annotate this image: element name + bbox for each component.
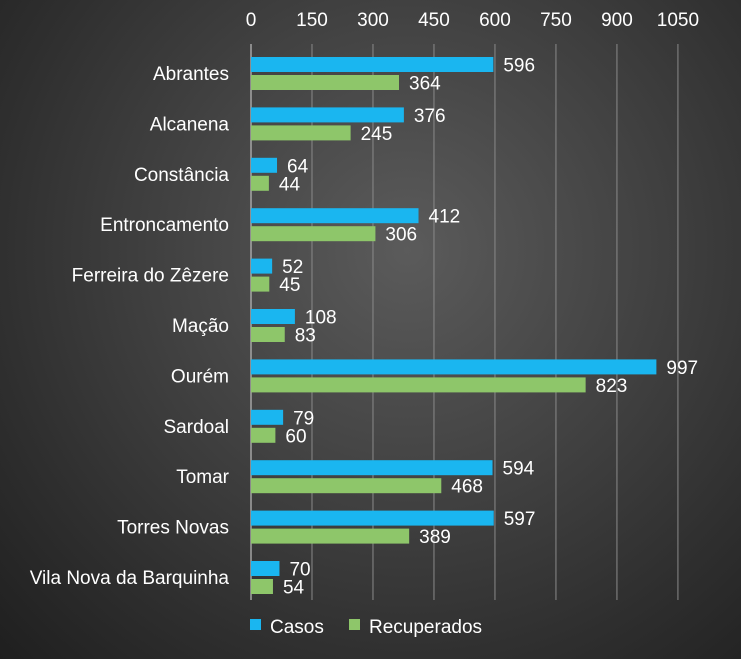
bar-recuperados-const-ncia: [251, 175, 269, 191]
data-label-recuperados-sardoal: 60: [285, 426, 306, 447]
bar-casos-sardoal: [251, 409, 284, 425]
bar-recuperados-our-m: [251, 377, 586, 393]
data-label-casos-alcanena: 376: [414, 106, 446, 127]
bar-casos-torres-novas: [251, 510, 494, 526]
bar-casos-ma-o: [251, 309, 295, 324]
bar-casos-tomar: [251, 460, 493, 476]
data-label-casos-sardoal: 79: [293, 408, 314, 429]
category-label-alcanena: Alcanena: [150, 114, 230, 135]
category-label-vila-nova-da-barquinha: Vila Nova da Barquinha: [30, 568, 230, 589]
data-label-casos-entroncamento: 412: [429, 207, 461, 228]
bar-recuperados-entroncamento: [251, 226, 376, 242]
data-label-recuperados-ferreira-do-z-zere: 45: [279, 275, 300, 296]
category-labels: Abrantes Alcanena Constância Entroncamento F…: [30, 64, 230, 589]
data-label-casos-ma-o: 108: [305, 308, 337, 329]
category-label-our-m: Ourém: [171, 366, 229, 387]
category-label-ferreira-do-z-zere: Ferreira do Zêzere: [72, 266, 229, 287]
category-label-tomar: Tomar: [176, 467, 229, 488]
bar-recuperados-tomar: [251, 478, 442, 494]
category-label-sardoal: Sardoal: [164, 417, 230, 438]
legend: Casos Recuperados: [250, 617, 482, 638]
data-label-recuperados-const-ncia: 44: [279, 174, 301, 195]
data-label-recuperados-our-m: 823: [596, 376, 628, 397]
tick-label-150: 150: [296, 10, 328, 31]
data-label-casos-const-ncia: 64: [287, 156, 309, 177]
bar-casos-vila-nova-da-barquinha: [251, 561, 280, 576]
bars: [251, 57, 657, 594]
data-label-recuperados-alcanena: 245: [361, 124, 393, 145]
tick-label-900: 900: [601, 10, 633, 31]
data-label-casos-vila-nova-da-barquinha: 70: [289, 560, 310, 581]
category-label-ma-o: Mação: [172, 316, 229, 337]
bar-casos-abrantes: [251, 57, 494, 72]
category-label-entroncamento: Entroncamento: [100, 215, 229, 236]
tick-label-300: 300: [357, 10, 389, 31]
data-label-recuperados-ma-o: 83: [295, 326, 316, 347]
bar-recuperados-alcanena: [251, 125, 351, 141]
tick-label-0: 0: [246, 10, 257, 31]
data-label-recuperados-tomar: 468: [451, 477, 483, 498]
bar-recuperados-ma-o: [251, 327, 285, 342]
bar-casos-const-ncia: [251, 157, 278, 173]
data-label-casos-torres-novas: 597: [504, 509, 536, 530]
bar-casos-entroncamento: [251, 208, 419, 224]
legend-label-recuperados: Recuperados: [369, 617, 482, 638]
bar-recuperados-vila-nova-da-barquinha: [251, 579, 273, 594]
bar-recuperados-sardoal: [251, 427, 276, 443]
data-label-recuperados-entroncamento: 306: [385, 225, 417, 246]
legend-swatch-casos: [250, 619, 261, 630]
bar-casos-ferreira-do-z-zere: [251, 258, 273, 274]
category-label-torres-novas: Torres Novas: [117, 518, 229, 539]
bar-casos-alcanena: [251, 107, 404, 123]
category-label-const-ncia: Constância: [134, 165, 229, 186]
data-label-casos-our-m: 997: [666, 358, 698, 379]
tick-label-1050: 1050: [657, 10, 699, 31]
legend-label-casos: Casos: [270, 617, 324, 638]
data-label-casos-abrantes: 596: [503, 56, 535, 77]
data-label-casos-ferreira-do-z-zere: 52: [282, 257, 303, 278]
data-label-recuperados-torres-novas: 389: [419, 527, 451, 548]
tick-label-600: 600: [479, 10, 511, 31]
bar-recuperados-abrantes: [251, 75, 400, 90]
data-label-recuperados-abrantes: 364: [409, 74, 441, 95]
tick-label-450: 450: [418, 10, 450, 31]
bar-casos-our-m: [251, 359, 657, 375]
bar-recuperados-torres-novas: [251, 528, 410, 544]
data-label-recuperados-vila-nova-da-barquinha: 54: [283, 578, 305, 599]
legend-swatch-recuperados: [349, 619, 360, 630]
x-axis-ticks: 0 150 300 450 600 750 900 1050: [246, 10, 699, 31]
data-label-casos-tomar: 594: [503, 459, 535, 480]
category-label-abrantes: Abrantes: [153, 64, 229, 85]
bar-recuperados-ferreira-do-z-zere: [251, 276, 270, 292]
tick-label-750: 750: [540, 10, 572, 31]
